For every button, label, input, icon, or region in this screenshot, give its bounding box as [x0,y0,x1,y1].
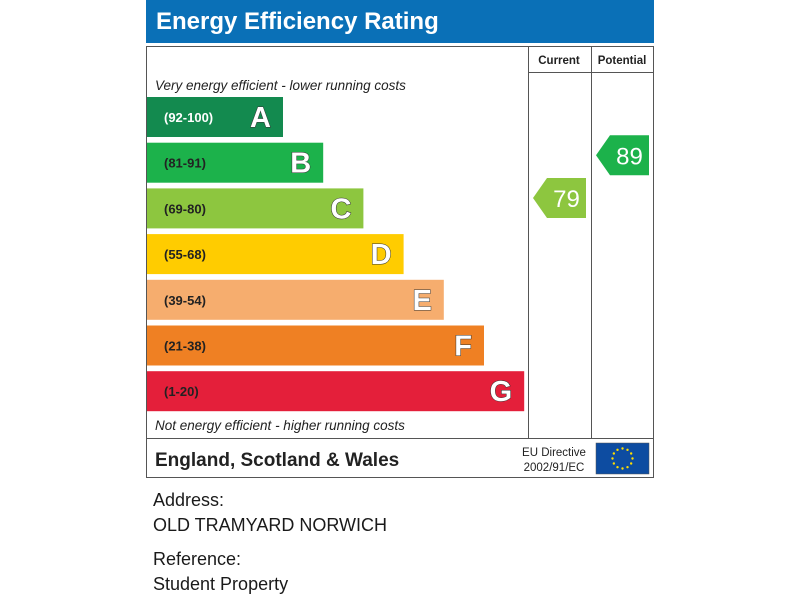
address-value: OLD TRAMYARD NORWICH [153,515,388,535]
current-rating-arrow: 79 [533,177,586,218]
band-c: (69-80) C [147,188,364,229]
eu-star [629,452,633,455]
potential-rating-arrow-value: 89 [616,143,643,170]
current-column-header: Current [538,55,580,67]
band-bar-e [147,279,444,320]
band-bar-d [147,234,404,275]
top-note: Very energy efficient - lower running co… [155,78,406,93]
current-rating-arrow-value: 79 [553,186,580,213]
potential-rating-arrow-shape [596,135,649,176]
potential-column-header: Potential [598,55,647,67]
band-bar-f [147,325,484,366]
band-letter-f: F [454,331,472,363]
eu-star [629,462,633,465]
eu-star [621,447,624,450]
band-letter-a: A [250,102,271,134]
eu-star [616,465,619,469]
eu-directive-number: 2002/91/EC [524,462,585,474]
band-bar-c [147,188,364,229]
band-range-c: (69-80) [164,201,206,216]
band-f: (21-38) F [147,325,484,366]
band-letter-c: C [330,193,351,225]
band-letter-b: B [290,148,311,180]
rating-bands: (92-100) A (81-91) B (69-80) C (55-68) D (39-54)… [147,97,525,412]
eu-star [621,467,624,470]
eu-star [631,457,634,460]
current-rating-arrow-shape [533,177,586,218]
eu-directive-label: EU Directive [522,447,586,459]
eu-star [626,448,629,452]
band-range-d: (55-68) [164,247,206,262]
band-range-g: (1-20) [164,384,199,399]
rating-arrows: 79 89 [533,135,649,218]
eu-star [616,448,619,452]
address-label: Address: [153,490,225,510]
eu-star [612,462,616,465]
band-g: (1-20) G [147,371,525,412]
band-bar-g [147,371,525,412]
eu-flag-icon [595,442,650,475]
reference-label: Reference: [153,549,242,569]
chart-frame [146,46,654,478]
reference-value: Student Property [153,574,289,594]
potential-rating-arrow: 89 [596,135,649,176]
header-bar [146,0,654,43]
chart-title: Energy Efficiency Rating [156,8,439,35]
band-range-e: (39-54) [164,293,206,308]
band-letter-d: D [371,239,392,271]
band-range-a: (92-100) [164,110,213,125]
eu-star [612,452,616,455]
eu-star [611,457,614,460]
band-bar-b [147,142,324,183]
band-range-f: (21-38) [164,339,206,354]
band-e: (39-54) E [147,279,444,320]
band-d: (55-68) D [147,234,404,275]
band-letter-g: G [490,376,513,408]
band-a: (92-100) A [147,97,283,137]
band-range-b: (81-91) [164,156,206,171]
footer-region: England, Scotland & Wales [155,450,399,471]
band-letter-e: E [412,285,431,317]
bottom-note: Not energy efficient - higher running co… [155,418,405,433]
eu-star [626,465,629,469]
band-bar-a [147,97,283,137]
band-b: (81-91) B [147,142,324,183]
